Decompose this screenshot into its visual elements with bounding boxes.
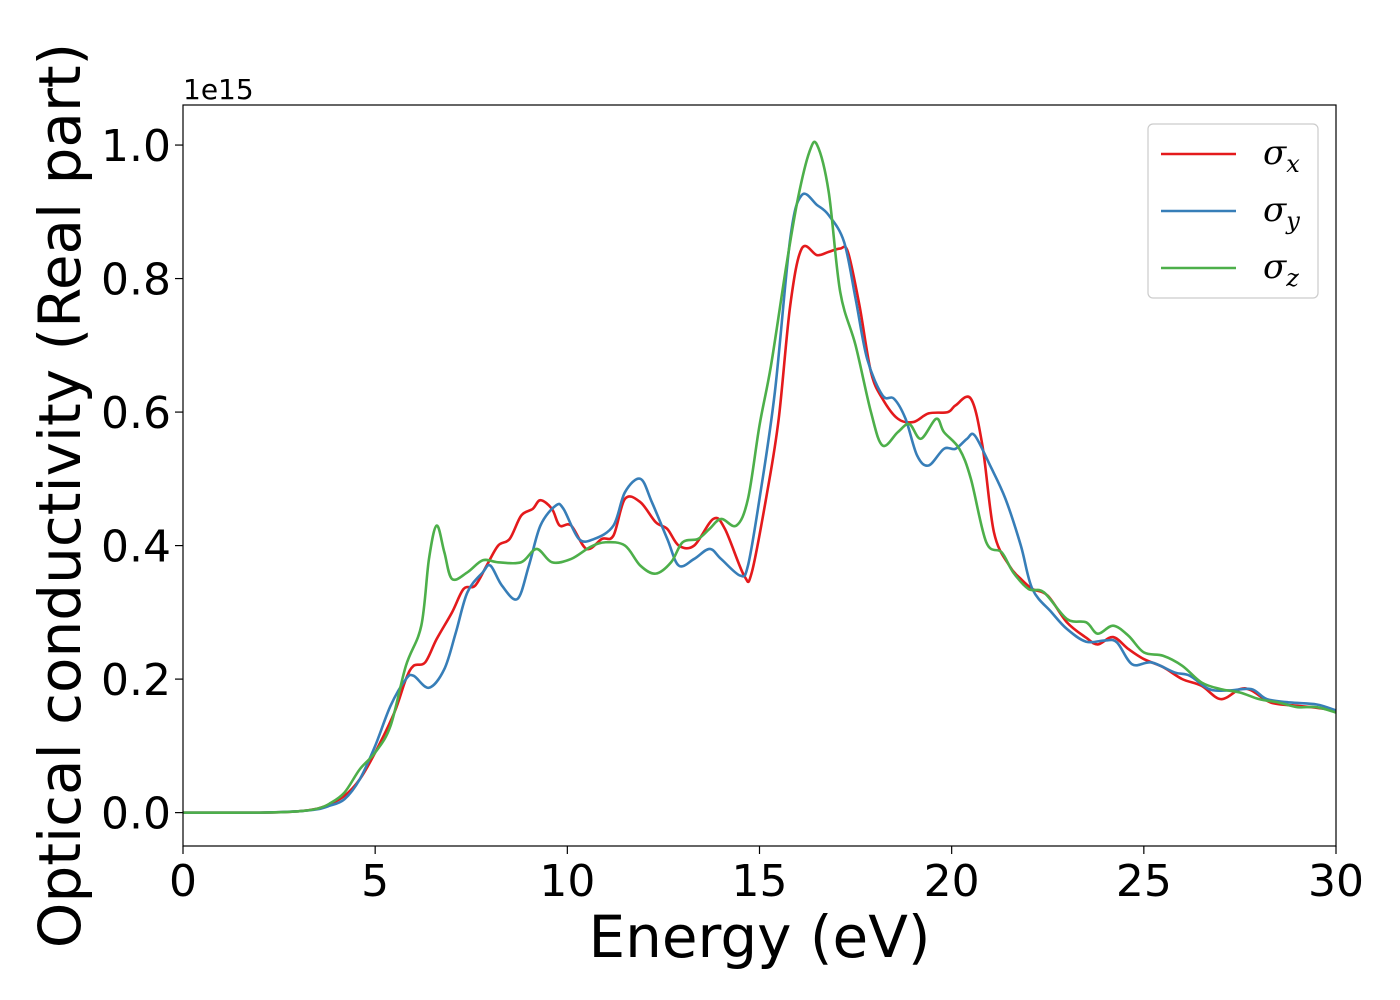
y-axis-offset-label: 1e15 [183, 73, 254, 106]
y-tick-label: 0.8 [101, 255, 171, 306]
series-layer [183, 140, 1336, 815]
x-axis: 0 5 10 15 20 25 30 [169, 846, 1364, 907]
legend-label-y: σy [1263, 190, 1300, 235]
legend-label-z: σz [1263, 247, 1299, 292]
y-tick-label: 0.4 [101, 522, 171, 573]
x-tick-label: 30 [1308, 856, 1364, 907]
x-tick-label: 10 [539, 856, 595, 907]
series-line-z [183, 140, 1336, 815]
y-tick-label: 0.6 [101, 388, 171, 439]
legend: σx σy σz [1147, 123, 1319, 299]
series-line-y [183, 192, 1336, 815]
y-axis: 0.0 0.2 0.4 0.6 0.8 1.0 [101, 121, 183, 840]
y-tick-label: 0.2 [101, 655, 171, 706]
x-tick-label: 20 [924, 856, 980, 907]
x-tick-label: 0 [169, 856, 197, 907]
x-axis-title: Energy (eV) [588, 903, 930, 971]
x-tick-label: 25 [1116, 856, 1172, 907]
x-tick-label: 5 [361, 856, 389, 907]
x-tick-label: 15 [732, 856, 788, 907]
y-tick-label: 0.0 [101, 789, 171, 840]
y-axis-title: Optical conductivity (Real part) [26, 43, 94, 948]
y-tick-label: 1.0 [101, 121, 171, 172]
series-line-x [183, 244, 1336, 815]
legend-label-x: σx [1263, 133, 1300, 178]
